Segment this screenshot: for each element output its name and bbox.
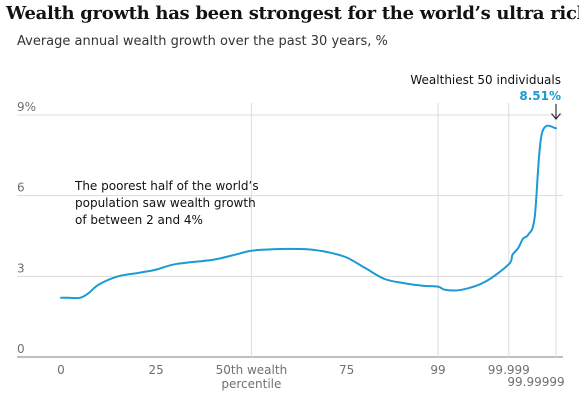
x-tick-label: 50th wealth xyxy=(216,363,288,377)
wealthiest-callout-label: Wealthiest 50 individuals xyxy=(410,73,561,87)
chart-title: Wealth growth has been strongest for the… xyxy=(6,3,579,24)
y-tick-label: 0 xyxy=(17,342,25,356)
poorest-half-line-1: The poorest half of the world’s xyxy=(74,179,259,193)
gridlines xyxy=(17,103,563,358)
x-tick-label: 0 xyxy=(57,363,65,377)
x-tick-label-line-2: percentile xyxy=(221,377,281,391)
wealth-growth-line xyxy=(60,124,557,300)
x-tick-label: 25 xyxy=(149,363,164,377)
poorest-half-line-3: of between 2 and 4% xyxy=(75,213,203,227)
y-tick-label: 3 xyxy=(17,261,25,275)
poorest-half-line-2: population saw wealth growth xyxy=(75,196,256,210)
x-tick-label: 99.999 xyxy=(488,363,530,377)
wealthiest-callout-value: 8.51% xyxy=(519,89,561,103)
x-tick-label: 75 xyxy=(339,363,354,377)
x-tick-label: 99.99999 xyxy=(507,375,564,389)
y-tick-labels: 9% 6 3 0 xyxy=(17,100,36,356)
chart-subtitle: Average annual wealth growth over the pa… xyxy=(17,34,388,49)
x-tick-label: 99 xyxy=(430,363,445,377)
y-tick-label: 9% xyxy=(17,100,36,114)
poorest-half-annotation: The poorest half of the world’s populati… xyxy=(74,179,262,227)
y-tick-label: 6 xyxy=(17,181,25,195)
callout-arrow-icon xyxy=(551,104,561,120)
